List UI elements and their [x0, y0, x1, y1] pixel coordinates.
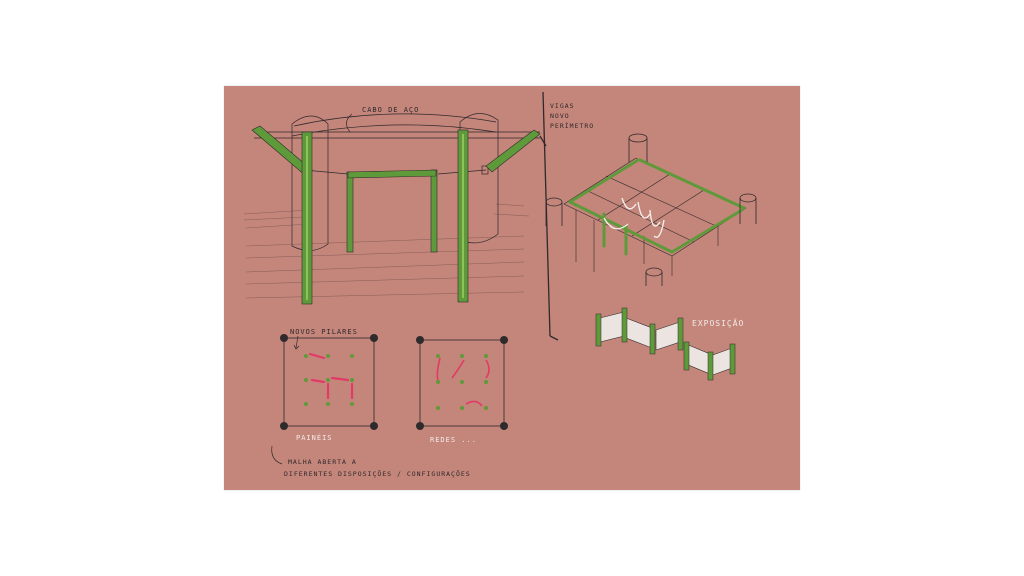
note-arrow [271, 445, 283, 465]
portico-green-members [251, 125, 541, 305]
label-beams-3: PERÍMETRO [550, 121, 594, 130]
label-beams-1: VIGAS [550, 102, 575, 110]
note-line-2: DIFERENTES DISPOSIÇÕES / CONFIGURAÇÕES [284, 469, 471, 478]
portico-elevation [243, 113, 540, 299]
label-exhibition: EXPOSIÇÃO [692, 318, 744, 328]
exhibition-panels [595, 307, 736, 381]
sketch-drawing: CABO DE AÇO VIGAS NOVO PERÍMETRO [243, 91, 757, 478]
axonometric-grid [545, 133, 757, 286]
plan-nets [416, 336, 508, 430]
sketch-sheet: CABO DE AÇO VIGAS NOVO PERÍMETRO [224, 86, 800, 490]
label-nodes: REDES ... [430, 436, 477, 444]
label-panels: PAINÉIS [296, 433, 333, 442]
label-beams-2: NOVO [550, 112, 570, 120]
label-cable: CABO DE AÇO [362, 106, 419, 114]
note-line-1: MALHA ABERTA A [288, 458, 357, 466]
divider-line [539, 91, 559, 341]
plan-panels [280, 334, 378, 430]
label-new-pillars: NOVOS PILARES [290, 328, 358, 336]
